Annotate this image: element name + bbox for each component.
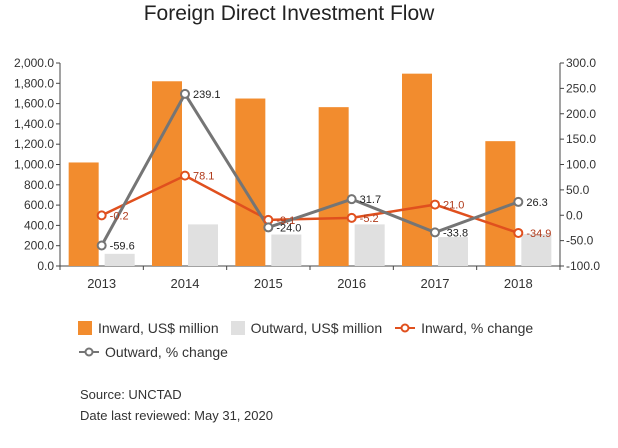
legend-item-outward-bar[interactable]: Outward, US$ million (230, 320, 383, 336)
point-inward (513, 227, 524, 238)
legend-line-orange-icon (395, 323, 416, 333)
y-left-tick-label: 1,200.0 (14, 137, 54, 151)
series-line-outward (100, 90, 519, 247)
data-label-inward: -0.2 (110, 210, 129, 222)
legend: Inward, US$ million Outward, US$ million… (78, 316, 598, 364)
point-outward (346, 194, 357, 205)
data-label-outward: 26.3 (526, 197, 547, 209)
source-text: Source: UNCTAD (80, 387, 182, 402)
point-outward (180, 88, 190, 99)
y-right-tick-label: 0.0 (566, 208, 583, 222)
reviewed-date: Date last reviewed: May 31, 2020 (80, 408, 273, 423)
bar-outward (354, 224, 385, 266)
source-note: Source: UNCTAD Date last reviewed: May 3… (80, 384, 273, 426)
legend-label: Inward, % change (421, 320, 534, 336)
data-label-outward: -24.0 (276, 222, 301, 234)
x-tick-label: 2017 (421, 276, 450, 291)
data-label-outward: 31.7 (360, 194, 381, 206)
point-outward (430, 227, 440, 238)
data-label-inward: 21.0 (443, 200, 464, 212)
y-left-tick-label: 800.0 (24, 178, 54, 192)
y-left-tick-label: 200.0 (24, 239, 54, 253)
y-left-tick-label: 1,400.0 (14, 117, 54, 131)
point-inward (346, 212, 357, 223)
data-label-inward: -9.1 (276, 215, 295, 227)
bar-outward (104, 253, 135, 266)
legend-label: Inward, US$ million (98, 320, 219, 336)
bar-inward (402, 73, 432, 266)
y-right-tick-label: 100.0 (566, 158, 596, 172)
legend-label: Outward, US$ million (250, 320, 383, 336)
y-right-tick-label: 250.0 (566, 81, 596, 95)
data-label-outward: 239.1 (193, 89, 221, 101)
legend-label: Outward, % change (105, 344, 228, 360)
y-left-tick-label: 1,000.0 (14, 158, 54, 172)
legend-item-inward-bar[interactable]: Inward, US$ million (78, 320, 219, 336)
point-inward (430, 199, 440, 210)
y-right-tick-label: -100.0 (566, 259, 600, 273)
y-left-tick-label: 1,800.0 (14, 76, 54, 90)
data-label-inward: -5.2 (360, 213, 379, 225)
y-right-tick-label: 200.0 (566, 107, 596, 121)
x-tick-label: 2018 (504, 276, 533, 291)
y-right-tick-label: -50.0 (566, 234, 594, 248)
point-outward (263, 222, 274, 233)
data-label-outward: -33.8 (443, 227, 468, 239)
bar-outward (438, 237, 468, 266)
legend-item-outward-line[interactable]: Outward, % change (78, 344, 228, 360)
legend-line-gray-icon (79, 347, 99, 357)
point-outward (96, 240, 107, 251)
y-left-tick-label: 2,000.0 (14, 56, 54, 70)
y-right-tick-label: 150.0 (566, 132, 596, 146)
point-inward (180, 170, 190, 181)
y-left-tick-label: 600.0 (24, 198, 54, 212)
point-outward (513, 196, 524, 207)
y-right-tick-label: 50.0 (566, 183, 590, 197)
series-line-inward (101, 174, 519, 235)
bar-outward (521, 234, 552, 266)
data-label-inward: -34.9 (526, 228, 551, 240)
bar-inward (318, 107, 349, 266)
legend-swatch-gray (230, 321, 245, 335)
x-tick-label: 2016 (337, 276, 366, 291)
x-tick-label: 2013 (87, 276, 116, 291)
bar-outward (271, 234, 302, 266)
point-inward (96, 210, 107, 221)
bar-outward (188, 224, 218, 266)
chart-title: Foreign Direct Investment Flow (143, 2, 435, 25)
y-left-tick-label: 400.0 (24, 218, 54, 232)
bar-inward (68, 162, 99, 266)
data-label-outward: -59.6 (110, 240, 135, 252)
y-left-tick-label: 0.0 (37, 259, 54, 273)
data-label-inward: 78.1 (193, 171, 214, 183)
x-tick-label: 2015 (254, 276, 283, 291)
y-right-tick-label: 300.0 (566, 56, 596, 70)
legend-item-inward-line[interactable]: Inward, % change (394, 320, 533, 336)
legend-swatch-orange (78, 321, 92, 335)
x-tick-label: 2014 (171, 276, 200, 291)
bar-inward (152, 81, 182, 267)
y-left-tick-label: 1,600.0 (14, 97, 54, 111)
